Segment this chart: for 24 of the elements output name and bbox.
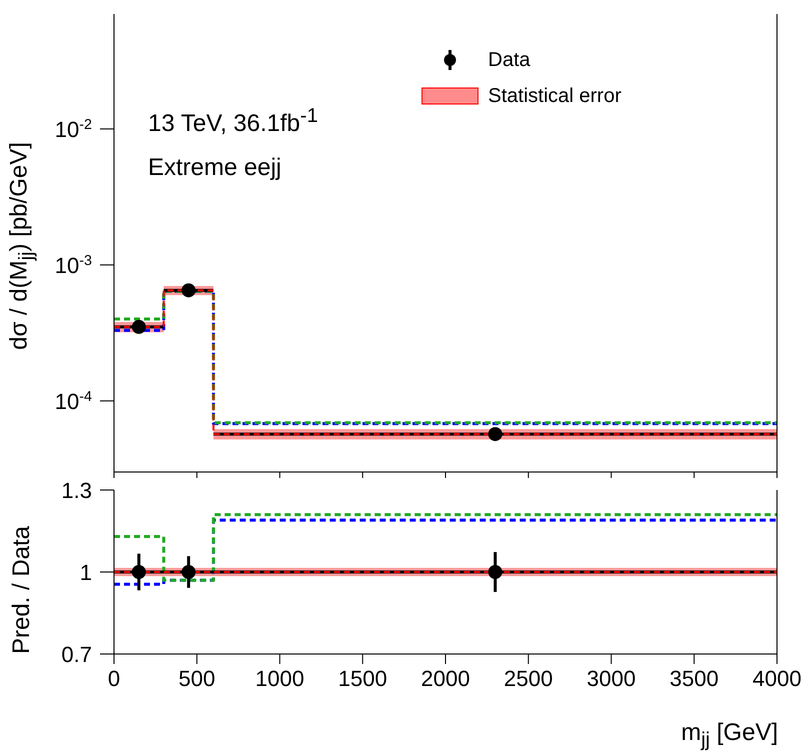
annotation: Extreme eejj	[148, 153, 282, 183]
x-tick-label: 2500	[504, 666, 553, 691]
y-tick-label: 1	[80, 560, 92, 585]
y-axis-title: Pred. / Data	[8, 526, 36, 654]
legend-label: Statistical error	[488, 84, 622, 108]
x-tick-label: 500	[178, 666, 216, 691]
y-tick-label: 1.3	[61, 478, 92, 503]
x-tick-label: 2000	[421, 666, 470, 691]
x-axis-title: m$_{jj}$ [GeV]	[681, 719, 778, 752]
annotation: 13 TeV, 36.1fb$^{-1}$	[148, 104, 318, 139]
y-tick-label: 10$^{-2}$	[54, 116, 92, 142]
x-tick-label: 4000	[752, 666, 802, 691]
y-tick-label: 10$^{-3}$	[54, 252, 92, 278]
x-tick-label: 3500	[670, 666, 719, 691]
point	[132, 320, 146, 334]
y-tick-label: 0.7	[61, 642, 92, 667]
y-tick-label: 10$^{-4}$	[54, 388, 92, 414]
x-tick-label: 0	[108, 666, 120, 691]
x-tick-label: 1000	[255, 666, 304, 691]
legend-label: Data	[488, 48, 530, 72]
x-tick-label: 3000	[586, 666, 636, 691]
point	[488, 427, 502, 442]
point	[182, 283, 196, 298]
x-tick-label: 1500	[338, 666, 388, 691]
